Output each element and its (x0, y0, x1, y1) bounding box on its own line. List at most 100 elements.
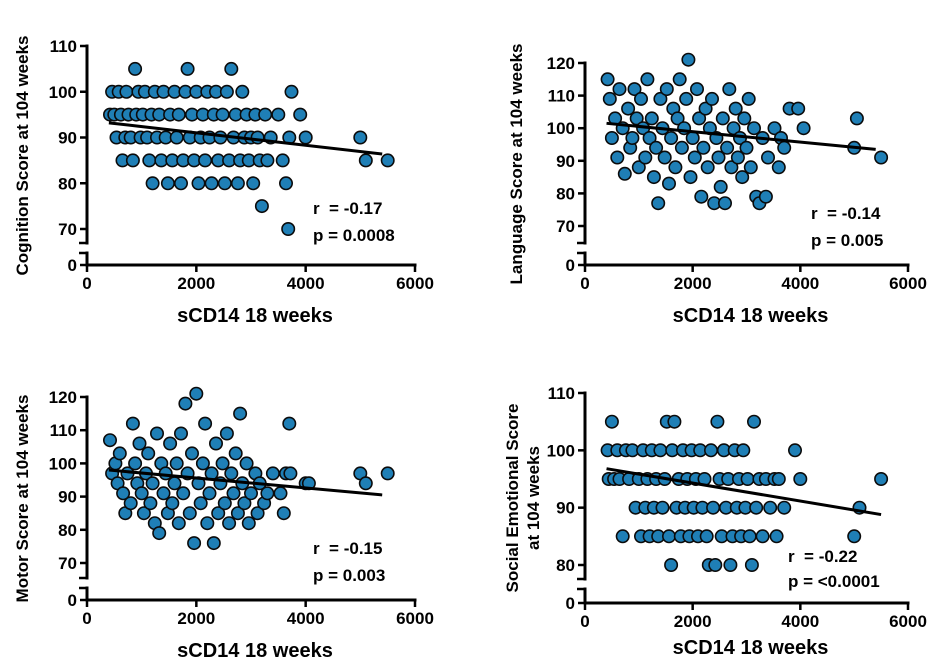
data-point (156, 486, 171, 501)
data-point (233, 406, 248, 421)
y-tick-label: 120 (547, 54, 575, 73)
y-tick-label: 90 (58, 488, 77, 507)
y-axis-title: Social Emotional Score at 104 weeks (503, 404, 543, 593)
data-point (224, 61, 239, 76)
x-tick-label: 2000 (177, 609, 215, 628)
data-point (667, 414, 682, 429)
y-tick-label: 0 (566, 594, 575, 613)
data-point (187, 536, 202, 551)
trend-line (108, 121, 383, 156)
data-point (746, 121, 761, 136)
data-point (169, 130, 184, 145)
data-point (760, 150, 775, 165)
data-point (250, 130, 265, 145)
data-point (698, 101, 713, 116)
data-point (219, 426, 234, 441)
data-point (694, 189, 709, 204)
data-point (189, 386, 204, 401)
y-tick-label: 80 (58, 174, 77, 193)
data-point (617, 166, 632, 181)
y-axis-title-line: Social Emotional Score (503, 404, 522, 593)
y-axis-title: Motor Score at 104 weeks (13, 395, 32, 603)
data-point (298, 130, 313, 145)
data-point (152, 526, 167, 541)
data-point (847, 529, 862, 544)
data-point (174, 176, 189, 191)
data-point (150, 426, 165, 441)
y-tick-label: 70 (58, 554, 77, 573)
data-point (217, 496, 232, 511)
y-tick-label: 100 (49, 454, 77, 473)
data-point (849, 111, 864, 126)
data-point (180, 61, 195, 76)
data-point (653, 91, 668, 106)
correlation-r: r = -0.17 (313, 199, 382, 218)
data-point (235, 84, 250, 99)
data-point (612, 82, 627, 97)
data-point (226, 486, 241, 501)
data-point (282, 416, 297, 431)
data-point (254, 199, 269, 214)
data-point (661, 529, 676, 544)
data-point (273, 486, 288, 501)
data-point (696, 140, 711, 155)
data-point (200, 516, 215, 531)
data-point (629, 111, 644, 126)
data-point (219, 84, 234, 99)
data-point (724, 160, 739, 175)
data-point (737, 111, 752, 126)
data-point (664, 131, 679, 146)
x-axis-title: sCD14 18 weeks (673, 305, 829, 327)
data-point (250, 506, 265, 521)
data-point (674, 140, 689, 155)
data-point (644, 111, 659, 126)
data-point (739, 140, 754, 155)
data-point (202, 486, 217, 501)
data-point (874, 471, 889, 486)
data-point (627, 82, 642, 97)
data-point (710, 414, 725, 429)
data-point (141, 446, 156, 461)
data-point (125, 153, 140, 168)
data-point (258, 107, 273, 122)
data-point (128, 61, 143, 76)
chart-panel-4: 0 2000 4000 6000 0 80 90 100 110 sCD14 18 weeks So… (503, 384, 927, 659)
data-point (722, 82, 737, 97)
data-point (659, 82, 674, 97)
data-point (640, 72, 655, 87)
data-point (653, 443, 668, 458)
correlation-r: r = -0.22 (788, 547, 857, 566)
data-point (119, 84, 134, 99)
data-point (132, 436, 147, 451)
data-point (664, 557, 679, 572)
data-point (638, 150, 653, 165)
data-point (604, 414, 619, 429)
data-point (743, 160, 758, 175)
data-point (763, 500, 778, 515)
y-tick-label: 110 (548, 87, 575, 106)
data-point (191, 176, 206, 191)
data-point (215, 107, 230, 122)
data-point (136, 506, 151, 521)
data-point (278, 176, 293, 191)
data-point (174, 426, 189, 441)
data-point (271, 107, 286, 122)
y-tick-label: 80 (58, 521, 77, 540)
data-point (744, 557, 759, 572)
data-point (185, 446, 200, 461)
y-tick-label: 70 (58, 220, 77, 239)
data-point (123, 496, 138, 511)
data-point (265, 466, 280, 481)
y-tick-label: 100 (547, 119, 575, 138)
x-axis-title: sCD14 18 weeks (177, 640, 333, 662)
data-point (720, 140, 735, 155)
data-point (244, 486, 259, 501)
data-point (165, 496, 180, 511)
data-point (237, 496, 252, 511)
data-point (713, 179, 728, 194)
data-point (275, 153, 290, 168)
data-point (260, 153, 275, 168)
x-tick-label: 6000 (889, 274, 927, 293)
correlation-r: r = -0.14 (811, 204, 881, 223)
